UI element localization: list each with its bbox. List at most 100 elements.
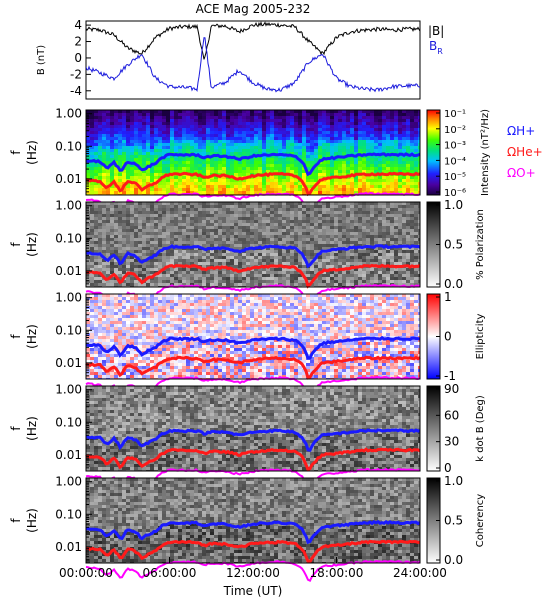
spectrogram-cell (114, 149, 118, 152)
spectrogram-cell (338, 253, 342, 256)
spectrogram-cell (402, 256, 406, 259)
spectrogram-cell (394, 214, 398, 217)
spectrogram-cell (130, 235, 134, 238)
spectrogram-cell (242, 247, 246, 250)
spectrogram-cell (302, 205, 306, 208)
spectrogram-cell (198, 146, 202, 149)
spectrogram-cell (110, 170, 114, 173)
spectrogram-cell (362, 161, 366, 164)
spectrogram-cell (202, 134, 206, 137)
spectrogram-cell (306, 259, 310, 262)
spectrogram-cell (318, 241, 322, 244)
spectrogram-cell (390, 164, 394, 167)
spectrogram-cell (250, 235, 254, 238)
spectrogram-cell (114, 125, 118, 128)
spectrogram-cell (238, 238, 242, 241)
spectrogram-cell (390, 223, 394, 226)
spectrogram-cell (310, 182, 314, 185)
spectrogram-cell (290, 170, 294, 173)
spectrogram-cell (270, 182, 274, 185)
spectrogram-cell (210, 182, 214, 185)
spectrogram-cell (106, 131, 110, 134)
spectrogram-cell (350, 226, 354, 229)
spectrogram-cell (114, 259, 118, 262)
spectrogram-cell (302, 134, 306, 137)
spectrogram-cell (210, 188, 214, 191)
spectrogram-cell (322, 235, 326, 238)
spectrogram-cell (226, 259, 230, 262)
spectrogram-cell (374, 146, 378, 149)
spectrogram-cell (394, 140, 398, 143)
spectrogram-cell (182, 232, 186, 235)
spectrogram-cell (290, 205, 294, 208)
spectrogram-cell (338, 188, 342, 191)
spectrogram-cell (374, 161, 378, 164)
spectrogram-cell (86, 220, 90, 223)
spectrogram-cell (330, 158, 334, 161)
spectrogram-cell (190, 274, 194, 277)
spectrogram-cell (250, 113, 254, 116)
spectrogram-cell (246, 119, 250, 122)
spectrogram-cell (178, 137, 182, 140)
spectrogram-cell (238, 188, 242, 191)
spectrogram-cell (414, 208, 418, 211)
spectrogram-cell (142, 155, 146, 158)
spectrogram-cell (414, 235, 418, 238)
spectrogram-cell (370, 268, 374, 271)
spectrogram-cell (310, 247, 314, 250)
spectrogram-cell (226, 232, 230, 235)
spectrogram-cell (346, 244, 350, 247)
spectrogram-cell (390, 116, 394, 119)
spectrogram-cell (162, 238, 166, 241)
spectrogram-cell (250, 137, 254, 140)
spectrogram-cell (126, 152, 130, 155)
spectrogram-cell (166, 125, 170, 128)
spectrogram-cell (278, 155, 282, 158)
spectrogram-cell (226, 262, 230, 265)
spectrogram-cell (386, 256, 390, 259)
spectrogram-cell (354, 244, 358, 247)
spectrogram-cell (214, 113, 218, 116)
spectrogram-cell (214, 214, 218, 217)
spectrogram-cell (362, 223, 366, 226)
spectrogram-cell (226, 182, 230, 185)
spectrogram-cell (274, 122, 278, 125)
spectrogram-cell (350, 250, 354, 253)
spectrogram-cell (322, 283, 326, 286)
spectrogram-cell (150, 223, 154, 226)
spectrogram-cell (94, 277, 98, 280)
spectrogram-cell (342, 158, 346, 161)
spectrogram-cell (222, 277, 226, 280)
spectrogram-cell (90, 241, 94, 244)
spectrogram-cell (310, 161, 314, 164)
spectrogram-cell (194, 113, 198, 116)
spectrogram-cell (218, 140, 222, 143)
spectrogram-cell (138, 244, 142, 247)
spectrogram-cell (210, 232, 214, 235)
spectrogram-cell (410, 143, 414, 146)
spectrogram-cell (370, 241, 374, 244)
spectrogram-cell (214, 191, 218, 194)
spectrogram-cell (210, 250, 214, 253)
spectrogram-cell (390, 217, 394, 220)
spectrogram-cell (122, 280, 126, 283)
spectrogram-cell (130, 274, 134, 277)
spectrogram-cell (414, 202, 418, 205)
spectrogram-cell (314, 283, 318, 286)
spectrogram-cell (418, 232, 420, 235)
spectrogram-cell (134, 235, 138, 238)
spectrogram-cell (382, 143, 386, 146)
spectrogram-cell (286, 271, 290, 274)
spectrogram-cell (374, 116, 378, 119)
spectrogram-cell (106, 208, 110, 211)
spectrogram-cell (102, 232, 106, 235)
spectrogram-cell (94, 247, 98, 250)
spectrogram-cell (294, 232, 298, 235)
spectrogram-cell (302, 283, 306, 286)
spectrogram-cell (370, 134, 374, 137)
spectrogram-cell (330, 283, 334, 286)
spectrogram-cell (134, 253, 138, 256)
spectrogram-cell (118, 191, 122, 194)
spectrogram-cell (250, 167, 254, 170)
spectrogram-cell (214, 238, 218, 241)
